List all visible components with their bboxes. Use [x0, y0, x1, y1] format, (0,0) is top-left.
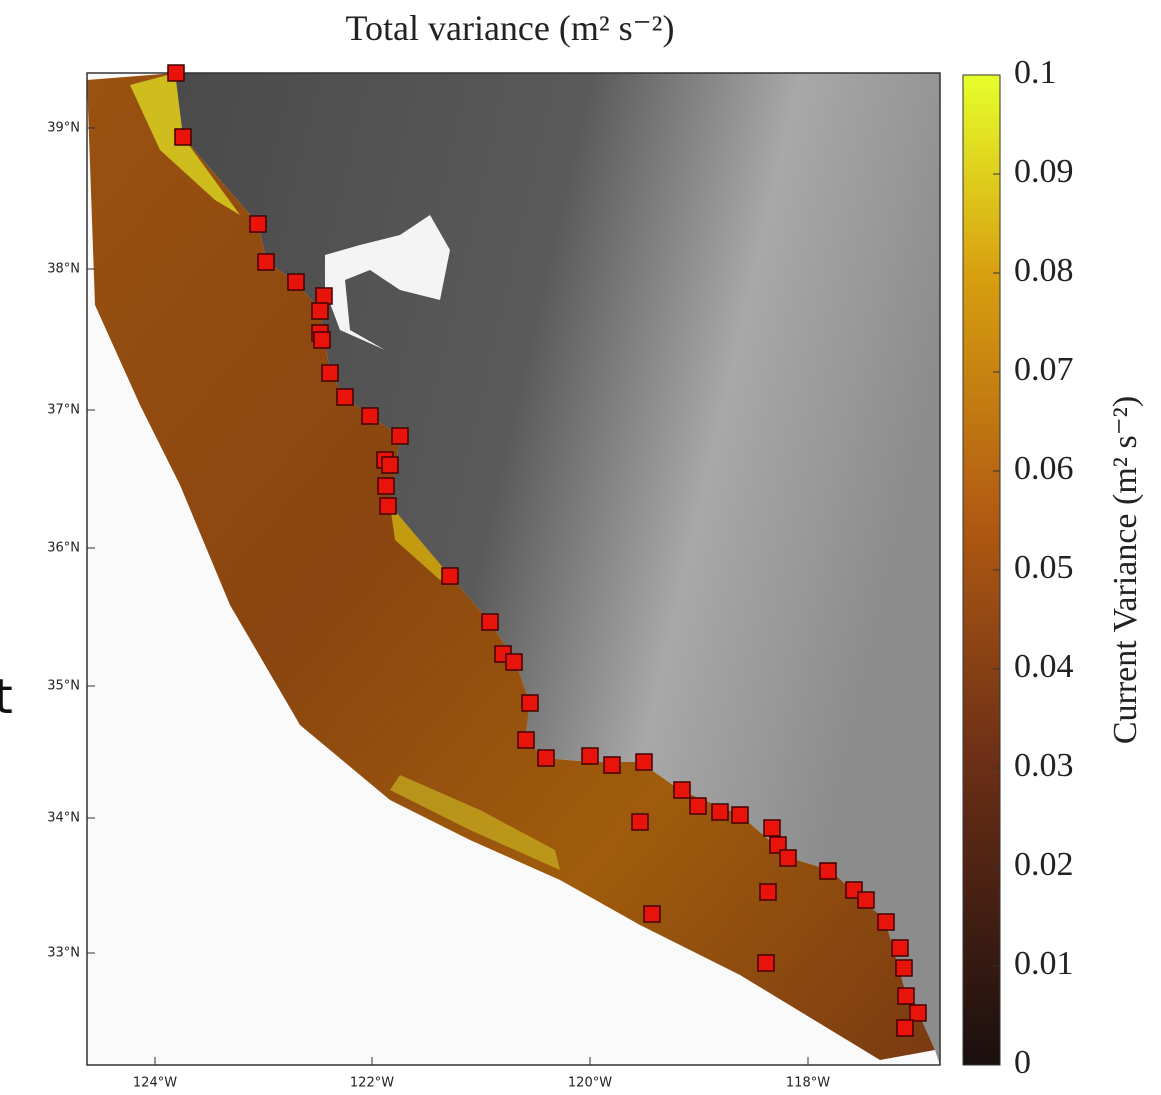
station-marker [322, 365, 338, 381]
station-marker [760, 884, 776, 900]
station-marker [858, 892, 874, 908]
lon-label: 118°W [786, 1076, 830, 1091]
station-marker [258, 254, 274, 270]
station-marker [878, 914, 894, 930]
colorbar-tick-label: 0.05 [1014, 549, 1074, 586]
figure: Total variance (m² s⁻²) t Current Varian… [0, 0, 1161, 1095]
colorbar-tick-label: 0.08 [1014, 252, 1074, 289]
station-marker [898, 988, 914, 1004]
station-marker [690, 798, 706, 814]
station-marker [632, 814, 648, 830]
station-marker [538, 750, 554, 766]
station-marker [522, 695, 538, 711]
station-marker [482, 614, 498, 630]
station-marker [362, 408, 378, 424]
station-marker [896, 960, 912, 976]
title: Total variance (m² s⁻²) [346, 8, 675, 48]
station-marker [168, 65, 184, 81]
station-marker [674, 782, 690, 798]
station-marker [337, 389, 353, 405]
colorbar-tick-label: 0 [1014, 1044, 1031, 1081]
lon-label: 124°W [133, 1076, 177, 1091]
colorbar-tick-label: 0.03 [1014, 747, 1074, 784]
colorbar-tick-label: 0.04 [1014, 648, 1074, 685]
station-marker [764, 820, 780, 836]
station-marker [582, 748, 598, 764]
station-marker [892, 940, 908, 956]
stray-text: t [0, 669, 13, 725]
lat-label: 35°N [47, 679, 80, 694]
station-marker [382, 457, 398, 473]
station-marker [712, 804, 728, 820]
lat-label: 34°N [47, 811, 80, 826]
station-marker [392, 428, 408, 444]
colorbar-tick-label: 0.07 [1014, 351, 1074, 388]
lon-label: 122°W [350, 1076, 394, 1091]
lat-label: 36°N [47, 541, 80, 556]
lon-label: 120°W [568, 1076, 612, 1091]
station-marker [378, 478, 394, 494]
station-marker [780, 850, 796, 866]
colorbar-label: Current Variance (m² s⁻²) [1107, 396, 1144, 744]
station-marker [312, 303, 328, 319]
station-marker [380, 498, 396, 514]
station-marker [820, 863, 836, 879]
station-marker [910, 1005, 926, 1021]
station-marker [518, 732, 534, 748]
station-marker [314, 332, 330, 348]
station-marker [442, 568, 458, 584]
colorbar-tick-label: 0.01 [1014, 945, 1074, 982]
colorbar-tick-label: 0.1 [1014, 54, 1057, 91]
station-marker [175, 129, 191, 145]
station-marker [506, 654, 522, 670]
station-marker [288, 274, 304, 290]
colorbar-tick-label: 0.06 [1014, 450, 1074, 487]
station-marker [758, 955, 774, 971]
colorbar-tick-label: 0.09 [1014, 153, 1074, 190]
station-marker [897, 1020, 913, 1036]
station-marker [636, 754, 652, 770]
lat-label: 37°N [47, 403, 80, 418]
station-marker [644, 906, 660, 922]
lat-label: 33°N [47, 946, 80, 961]
station-marker [604, 757, 620, 773]
colorbar-tick-label: 0.02 [1014, 846, 1074, 883]
station-marker [250, 216, 266, 232]
map [87, 65, 940, 1065]
station-marker [732, 807, 748, 823]
lat-label: 39°N [47, 121, 80, 136]
station-marker [316, 288, 332, 304]
lat-label: 38°N [47, 262, 80, 277]
